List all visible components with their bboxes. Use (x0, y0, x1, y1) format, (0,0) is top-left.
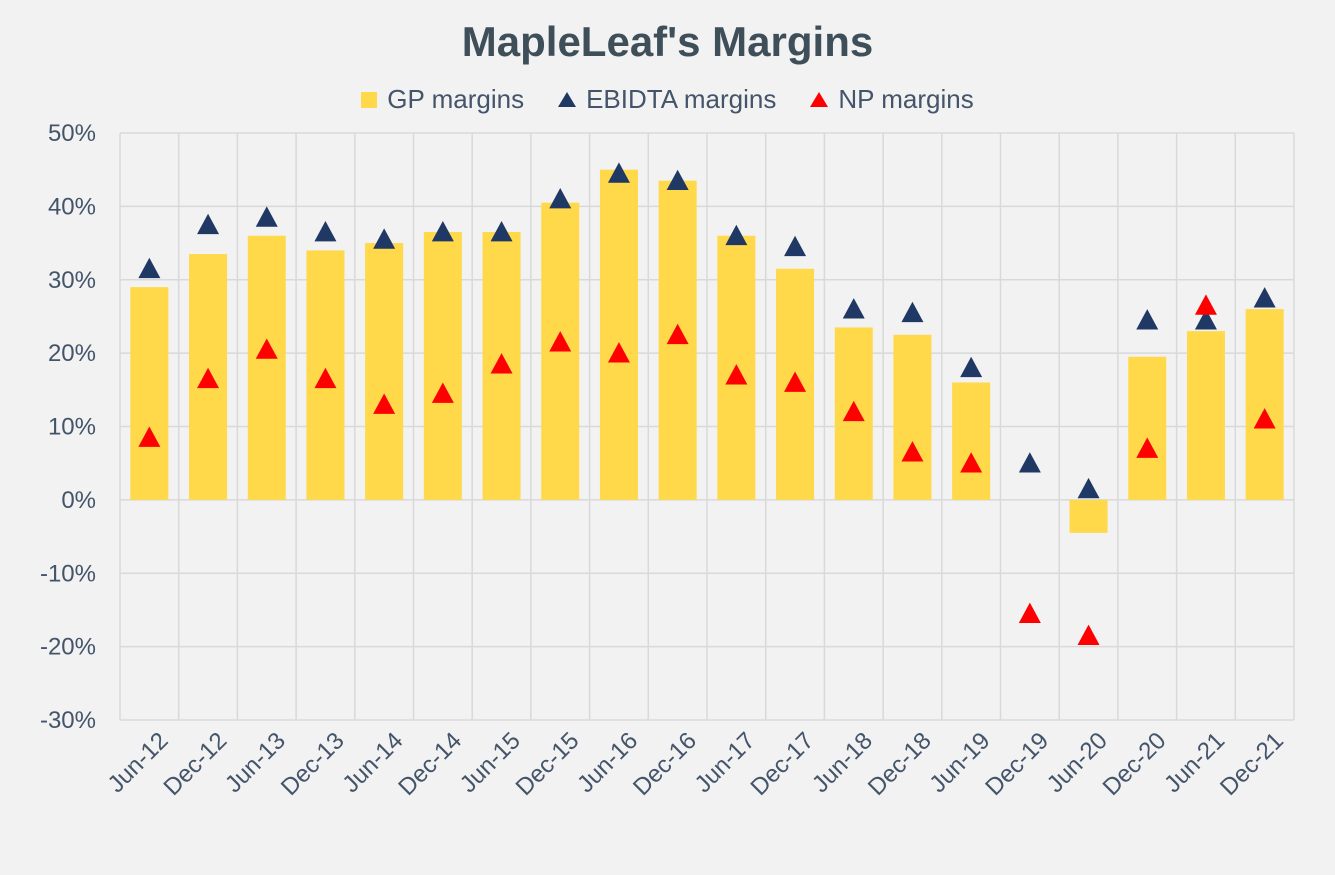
bar-gp (599, 169, 638, 500)
marker-ebidta (784, 235, 807, 257)
marker-ebidta (607, 162, 630, 183)
marker-ebidta (431, 221, 454, 242)
marker-ebidta (197, 213, 220, 235)
marker-ebidta (490, 221, 513, 242)
chart-title: MapleLeaf's Margins (461, 18, 874, 65)
marker-np (314, 367, 337, 389)
legend-swatch-np (810, 92, 829, 107)
marker-np (1018, 602, 1041, 623)
marker-np (1253, 408, 1276, 429)
legend-swatch-ebidta (558, 92, 577, 107)
marker-ebidta (255, 206, 278, 227)
marker-np (901, 441, 924, 462)
bar-gp (893, 334, 932, 500)
x-tick-label: Dec-13 (276, 727, 350, 801)
bar-gp (1186, 331, 1225, 500)
y-tick-label: 40% (48, 193, 96, 220)
x-tick-label: Dec-16 (628, 727, 702, 801)
marker-np (666, 323, 689, 345)
legend-label-np: NP margins (838, 84, 974, 114)
y-tick-label: -30% (40, 707, 96, 734)
legend-item-gp: GP margins (361, 84, 524, 115)
bar-gp (952, 382, 991, 500)
bar-gp (1128, 356, 1167, 500)
x-tick-label: Dec-12 (158, 727, 232, 801)
bar-gp (423, 232, 462, 500)
marker-np (1194, 294, 1217, 315)
legend-label-gp: GP margins (387, 84, 525, 114)
marker-np (607, 342, 630, 363)
marker-ebidta (725, 224, 748, 246)
marker-np (490, 353, 513, 374)
y-tick-label: -20% (40, 634, 96, 661)
marker-np (431, 382, 454, 403)
x-tick-label: Dec-19 (980, 727, 1054, 801)
x-tick-label: Dec-14 (393, 727, 467, 801)
marker-np (197, 367, 220, 389)
bar-gp (130, 287, 169, 500)
marker-ebidta (960, 356, 983, 378)
marker-ebidta (138, 257, 161, 279)
x-tick-label: Dec-21 (1215, 727, 1289, 801)
marker-np (549, 331, 572, 352)
marker-ebidta (549, 188, 572, 209)
marker-np (138, 426, 161, 447)
marker-np (373, 393, 396, 414)
bar-gp (1069, 499, 1108, 533)
marker-np (255, 338, 278, 359)
x-tick-label: Dec-15 (511, 727, 585, 801)
legend-item-np: NP margins (810, 84, 974, 115)
x-tick-label: Dec-17 (745, 727, 819, 801)
y-tick-label: 30% (48, 267, 96, 294)
legend-label-ebidta: EBIDTA margins (586, 84, 777, 114)
marker-np (960, 452, 983, 473)
bar-gp (247, 235, 286, 500)
marker-ebidta (666, 169, 689, 191)
marker-ebidta (1136, 309, 1159, 330)
x-tick-label: Dec-18 (863, 727, 937, 801)
chart-legend: GP margins EBIDTA margins NP margins (0, 84, 1335, 115)
y-tick-label: 10% (48, 414, 96, 441)
marker-ebidta (314, 221, 337, 242)
x-tick-label: Dec-20 (1098, 727, 1172, 801)
bar-gp (365, 243, 404, 500)
marker-ebidta (842, 298, 865, 319)
marker-np (842, 400, 865, 422)
marker-ebidta (901, 301, 924, 323)
marker-np (1077, 624, 1100, 645)
marker-ebidta (1253, 287, 1276, 308)
marker-np (784, 371, 807, 392)
marker-np (1136, 437, 1159, 458)
y-tick-label: -10% (40, 560, 96, 587)
y-tick-label: 0% (61, 487, 96, 514)
marker-ebidta (1018, 452, 1041, 473)
y-tick-label: 20% (48, 340, 96, 367)
y-tick-label: 50% (48, 120, 96, 147)
legend-swatch-gp (361, 91, 378, 108)
bar-gp (1245, 309, 1284, 500)
marker-ebidta (1077, 477, 1100, 499)
marker-ebidta (373, 228, 396, 249)
legend-item-ebidta: EBIDTA margins (558, 84, 776, 115)
marker-np (725, 364, 748, 385)
marker-ebidta (1194, 309, 1217, 330)
